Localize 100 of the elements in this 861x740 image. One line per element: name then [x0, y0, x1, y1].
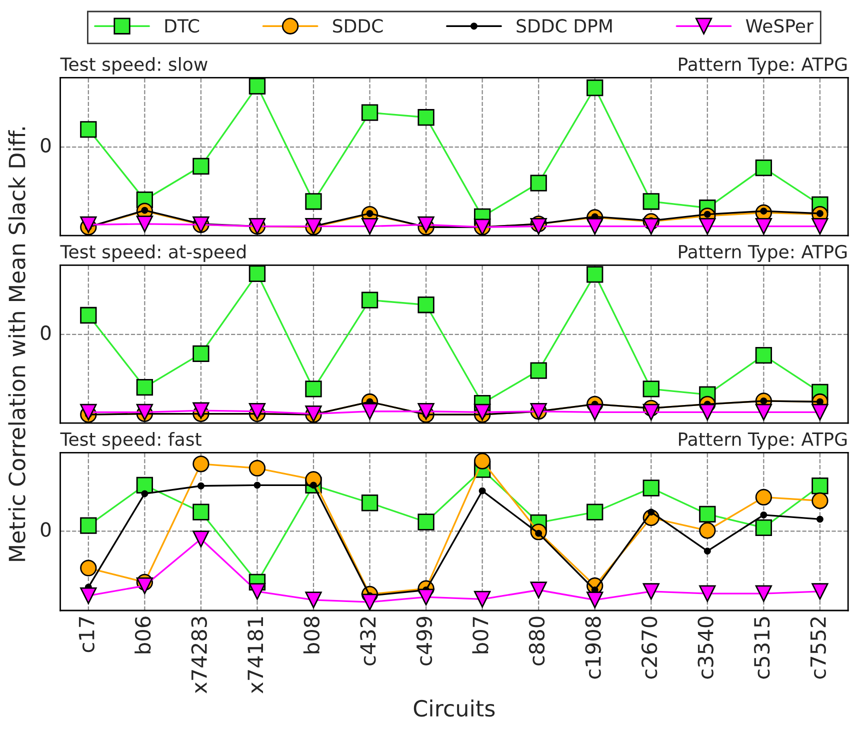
point	[704, 548, 711, 555]
chart-title: Test speed: at-speed	[60, 244, 246, 262]
x-tick-label: x74181	[248, 617, 264, 694]
point	[474, 452, 491, 470]
point	[755, 488, 772, 506]
point	[812, 583, 828, 600]
x-tick-label: c7552	[810, 617, 826, 679]
chart-subtitle: Pattern Type: ATPG	[679, 57, 847, 75]
x-tick-label: b08	[303, 616, 320, 654]
point	[136, 379, 154, 396]
point	[586, 266, 604, 283]
point	[812, 218, 828, 235]
point	[642, 480, 660, 496]
point	[586, 504, 604, 520]
point	[642, 193, 660, 210]
point	[418, 588, 434, 606]
x-tick-label: b07	[472, 617, 488, 654]
point	[80, 306, 97, 324]
x-tick-label: c3540	[698, 616, 714, 679]
point	[586, 79, 604, 96]
point	[812, 404, 828, 421]
x-tick-label: c499	[416, 616, 432, 666]
point	[361, 494, 378, 512]
y-axis-title: Metric Correlation with Mean Slack Diff.	[8, 127, 26, 561]
point	[305, 592, 322, 608]
point	[197, 482, 204, 490]
point	[136, 476, 154, 494]
point	[418, 514, 434, 530]
point	[755, 346, 772, 364]
point	[418, 403, 434, 420]
point	[816, 516, 824, 523]
chart-title: Test speed: fast	[60, 432, 202, 450]
legend-label: WeSPer	[746, 19, 814, 33]
point	[192, 345, 210, 362]
point	[586, 592, 604, 608]
point	[361, 218, 378, 235]
point	[80, 517, 97, 534]
point	[136, 216, 154, 232]
point	[530, 582, 547, 598]
ref-line-label: 0	[40, 325, 51, 340]
x-tick-label: c1908	[585, 616, 601, 679]
x-tick-label: c2670	[641, 616, 658, 679]
point	[80, 121, 97, 138]
point	[648, 508, 655, 516]
point	[699, 585, 716, 602]
ref-line-label: 0	[40, 522, 51, 537]
point	[755, 519, 772, 536]
point	[760, 511, 768, 518]
point	[642, 583, 660, 600]
point	[812, 492, 828, 510]
x-tick-label: c17	[78, 617, 94, 652]
x-tick-label: c5315	[754, 617, 770, 679]
legend-label: SDDC DPM	[516, 19, 612, 33]
chart-title: Test speed: slow	[60, 57, 208, 75]
point	[254, 482, 261, 489]
point	[642, 218, 660, 235]
point	[248, 460, 266, 477]
point	[192, 158, 210, 175]
point	[642, 380, 660, 398]
point	[305, 193, 322, 210]
point	[192, 456, 210, 472]
point	[755, 218, 772, 235]
point	[248, 78, 266, 94]
point	[248, 583, 266, 600]
legend-label: SDDC	[333, 19, 383, 33]
point	[418, 296, 434, 314]
x-tick-label: x74283	[191, 617, 207, 694]
point	[192, 530, 210, 548]
point	[755, 160, 772, 176]
point	[755, 585, 772, 602]
legend-label: DTC	[165, 19, 200, 33]
point	[699, 522, 716, 539]
chart-subtitle: Pattern Type: ATPG	[679, 244, 847, 262]
point	[248, 265, 266, 282]
point	[361, 104, 378, 121]
point	[361, 594, 378, 610]
point	[478, 487, 486, 494]
x-axis-title: Circuits	[414, 700, 495, 717]
point	[80, 587, 97, 604]
point	[586, 218, 604, 235]
point	[361, 292, 378, 308]
ref-line-label: 0	[40, 138, 51, 153]
point	[192, 504, 210, 520]
x-tick-label: c880	[528, 616, 545, 666]
point	[812, 478, 828, 494]
point	[755, 404, 772, 421]
point	[699, 218, 716, 235]
point	[699, 404, 716, 421]
point	[305, 380, 322, 398]
point	[530, 362, 547, 379]
point	[418, 109, 434, 126]
point	[699, 506, 716, 523]
point	[361, 403, 378, 420]
point	[141, 490, 148, 498]
point	[474, 590, 491, 608]
point	[80, 560, 97, 576]
point	[530, 174, 547, 192]
point	[136, 577, 154, 594]
point	[586, 404, 604, 421]
x-tick-label: c432	[360, 617, 376, 666]
